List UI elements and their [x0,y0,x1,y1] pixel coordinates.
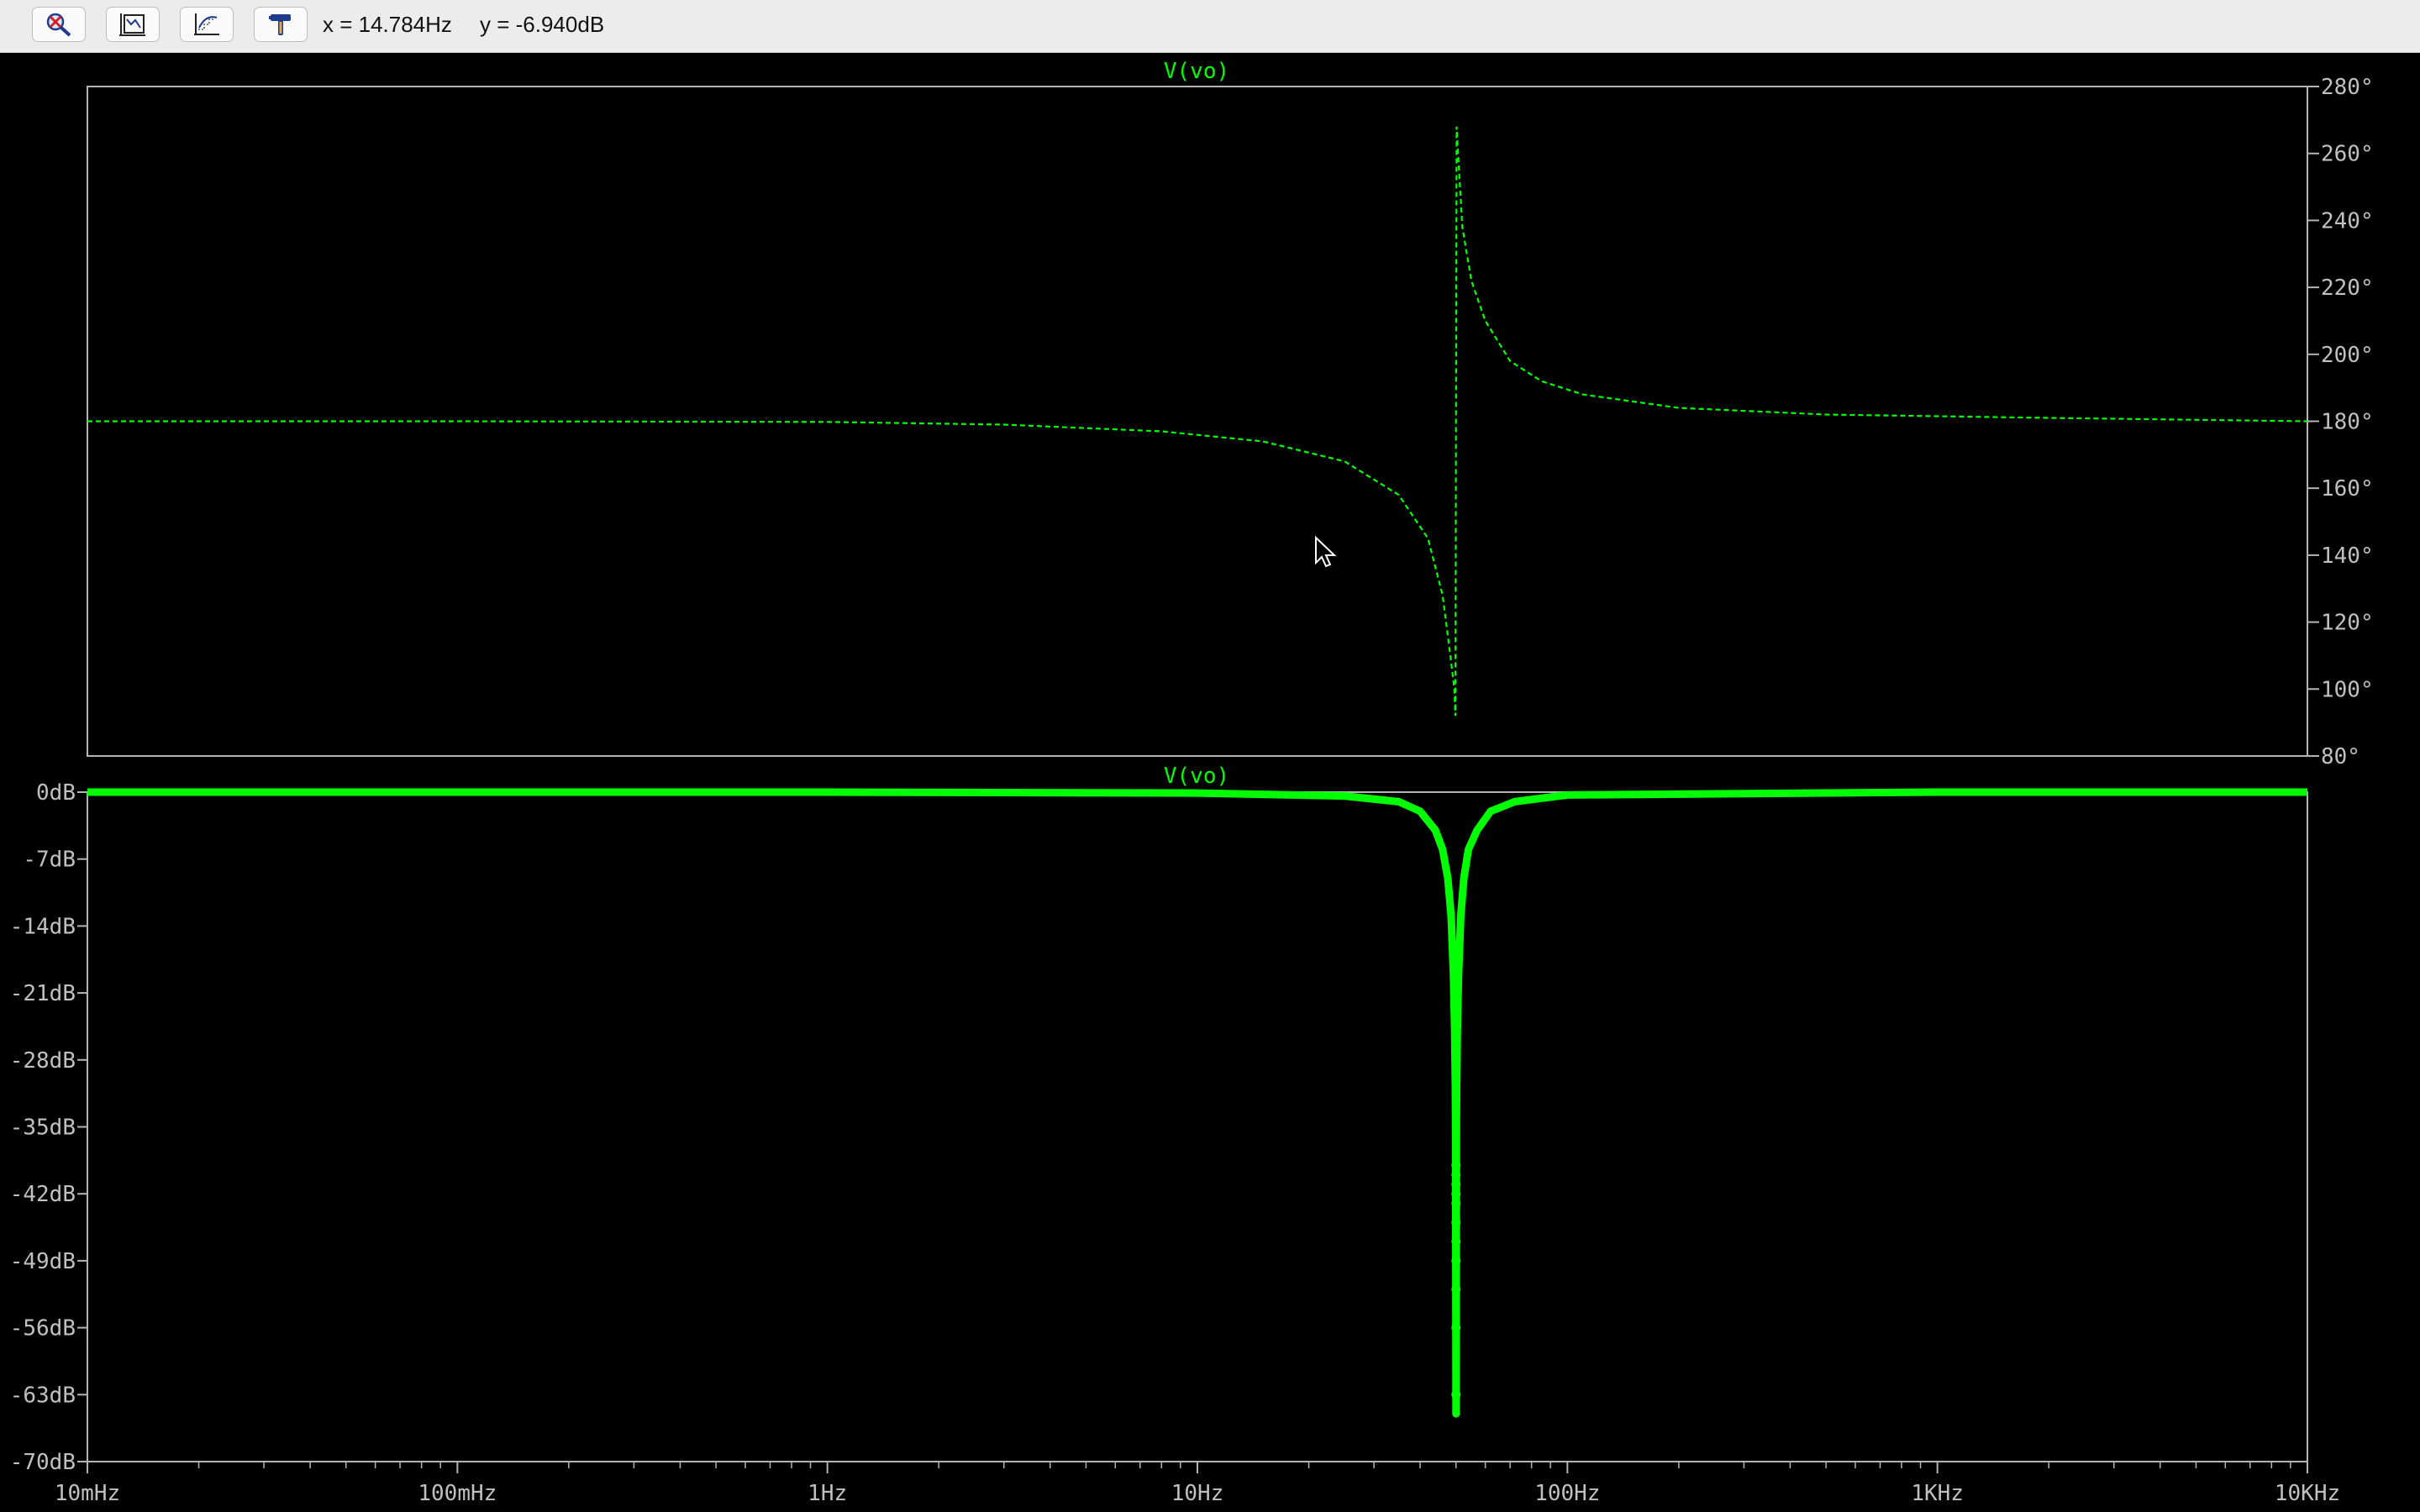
magnitude-y-tick-label: -35dB [10,1116,76,1141]
zoom-cancel-icon [46,13,71,37]
cursor-y-readout: y = -6.940dB [480,12,605,37]
magnitude-data-point [1451,1323,1461,1333]
x-tick-label: 10Hz [1171,1481,1224,1506]
phase-y-tick-label: 180° [2321,410,2374,435]
magnitude-y-tick-label: -42dB [10,1182,76,1207]
x-tick-label: 10mHz [55,1481,120,1506]
autorange-icon [119,13,145,36]
autorange-button[interactable] [106,7,160,42]
x-tick-label: 1Hz [808,1481,847,1506]
magnitude-data-point [1451,1179,1461,1189]
magnitude-y-tick-label: -21dB [10,981,76,1006]
x-tick-label: 100Hz [1534,1481,1600,1506]
magnitude-y-tick-label: -56dB [10,1316,76,1341]
x-tick-label: 100mHz [418,1481,497,1506]
phase-y-tick-label: 80° [2321,744,2360,769]
x-tick-label: 10KHz [2275,1481,2340,1506]
magnitude-data-point [1451,1189,1461,1199]
magnitude-y-tick-label: -28dB [10,1048,76,1074]
magnitude-data-point [1451,1160,1461,1170]
waveform-viewer[interactable]: V(vo) V(vo) 280° 260° 240° 220° 200° 180° 160° 14… [0,52,2420,1512]
phase-y-tick-label: 120° [2321,611,2374,636]
phase-y-tick-label: 260° [2321,142,2374,167]
x-tick-label: 1KHz [1911,1481,1964,1506]
phase-trace [87,126,2308,717]
magnitude-data-point [1451,1284,1461,1294]
magnitude-data-point [1451,1217,1461,1227]
magnitude-trace [87,788,2307,1418]
cursor-x-readout: x = 14.784Hz [323,12,452,37]
phase-y-tick-label: 160° [2321,476,2374,501]
magnitude-plot-frame [87,791,2308,1462]
phase-y-tick-label: 140° [2321,543,2374,569]
phase-plot-frame [87,86,2308,757]
phase-y-tick-label: 200° [2321,343,2374,368]
magnitude-plot-title: V(vo) [1164,764,1229,789]
magnitude-y-tick-label: -49dB [10,1249,76,1274]
grid-button[interactable] [180,7,234,42]
magnitude-y-tick-label: 0dB [36,780,76,806]
hammer-button[interactable] [254,7,308,42]
grid-icon [194,13,219,35]
phase-y-tick-label: 100° [2321,677,2374,702]
magnitude-y-tick-label: -7dB [23,848,76,873]
hammer-icon [269,14,291,35]
magnitude-y-tick-label: -63dB [10,1383,76,1408]
plot-toolbar: x = 14.784Hz y = -6.940dB [0,0,2420,53]
phase-y-tick-label: 280° [2321,75,2374,100]
magnitude-data-point [1451,1256,1461,1266]
magnitude-data-point [1451,1169,1461,1179]
phase-y-tick-label: 240° [2321,208,2374,234]
zoom-cancel-button[interactable] [32,7,86,42]
magnitude-y-tick-label: -14dB [10,914,76,939]
magnitude-y-tick-label: -70dB [10,1450,76,1475]
magnitude-data-point [1451,1236,1461,1247]
phase-y-tick-label: 220° [2321,276,2374,301]
mouse-pointer-icon [1315,535,1337,568]
magnitude-data-point [1451,1389,1461,1399]
phase-plot-title: V(vo) [1164,59,1229,84]
magnitude-data-point [1451,1199,1461,1209]
